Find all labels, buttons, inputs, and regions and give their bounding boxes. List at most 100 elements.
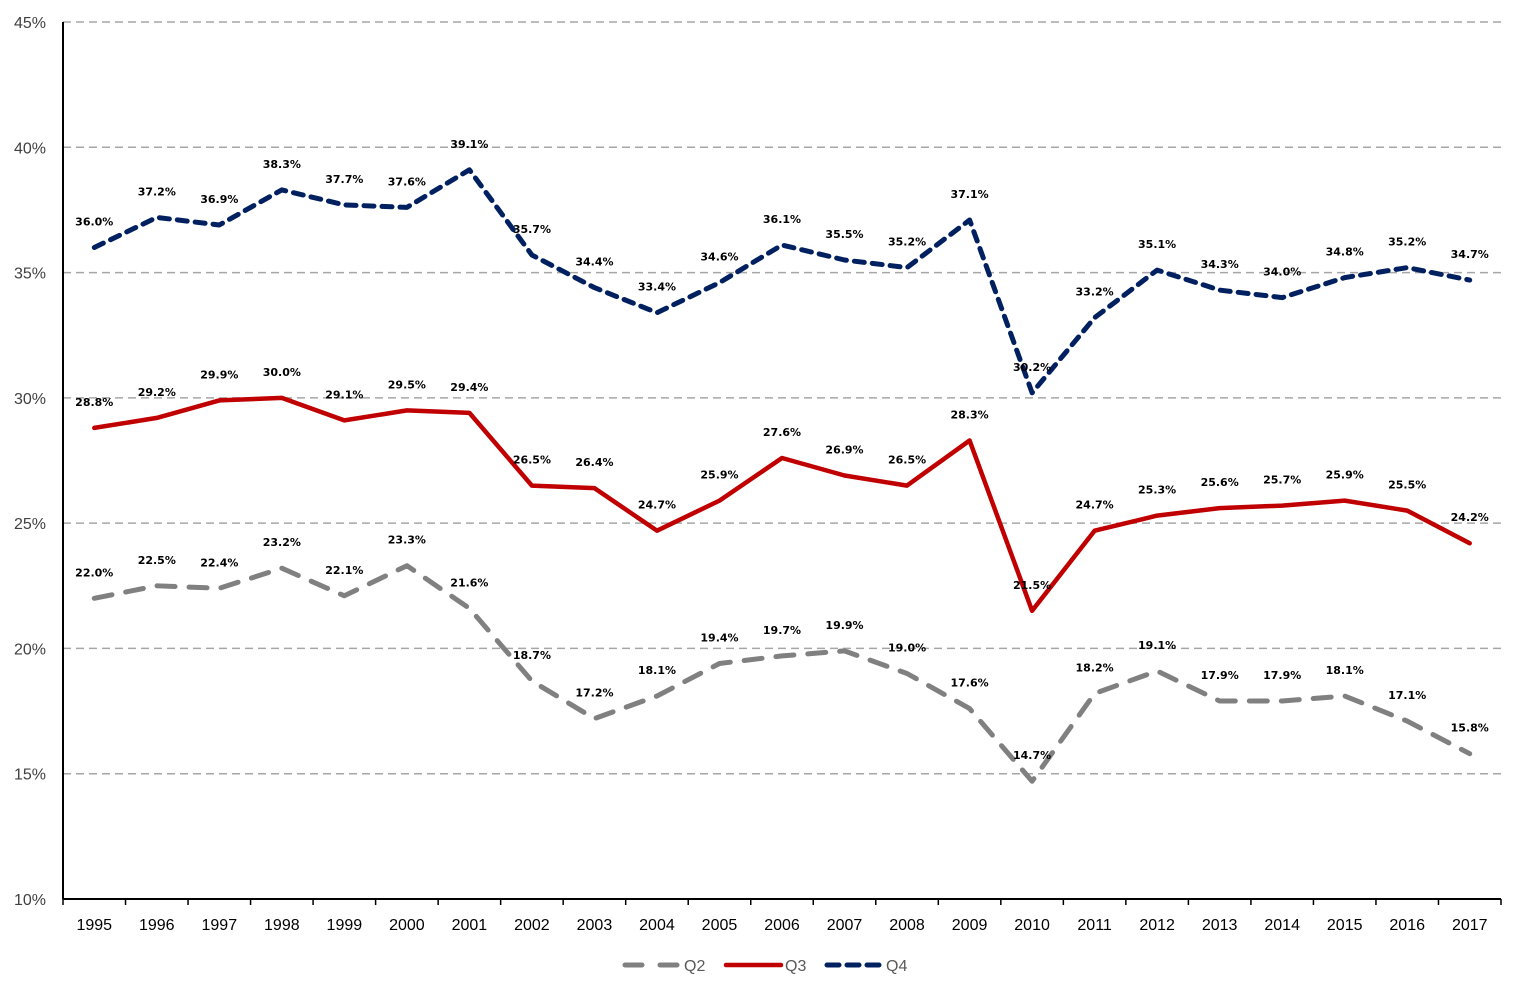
x-tick-label: 2015 bbox=[1327, 917, 1363, 934]
y-tick-label: 35% bbox=[14, 266, 46, 283]
y-tick-label: 10% bbox=[14, 892, 46, 909]
data-label-q3: 21.5% bbox=[1013, 579, 1051, 592]
data-label-q3: 28.8% bbox=[75, 396, 113, 409]
x-tick-label: 2016 bbox=[1389, 917, 1425, 934]
x-axis: 1995 1996 1997 1998 1999 2000 2001 2002 2003 2004… bbox=[62, 898, 1502, 934]
data-label-q4: 35.2% bbox=[888, 236, 926, 249]
y-axis: 10% 15% 20% 25% 30% 35% 40% 45% bbox=[14, 15, 64, 909]
x-tick-label: 2001 bbox=[452, 917, 488, 934]
data-label-q2: 19.1% bbox=[1138, 639, 1176, 652]
data-label-q4: 34.0% bbox=[1263, 266, 1301, 279]
data-label-q2: 15.8% bbox=[1451, 722, 1489, 735]
data-label-q3: 25.3% bbox=[1138, 484, 1176, 497]
x-tick-label: 2010 bbox=[1014, 917, 1050, 934]
data-label-q2: 17.9% bbox=[1263, 669, 1301, 682]
data-label-q4: 37.1% bbox=[950, 188, 988, 201]
x-tick-label: 2002 bbox=[514, 917, 550, 934]
x-tick-label: 1998 bbox=[264, 917, 300, 934]
x-tick-label: 2000 bbox=[389, 917, 425, 934]
data-label-q4: 34.6% bbox=[700, 251, 738, 264]
x-tick-label: 2017 bbox=[1452, 917, 1488, 934]
data-label-q2: 21.6% bbox=[450, 576, 488, 589]
series-lines bbox=[91, 167, 1473, 784]
data-label-q3: 25.7% bbox=[1263, 474, 1301, 487]
x-tick-label: 2012 bbox=[1139, 917, 1175, 934]
y-tick-label: 25% bbox=[14, 516, 46, 533]
y-tick-label: 45% bbox=[14, 15, 46, 32]
data-label-q3: 29.2% bbox=[138, 386, 176, 399]
data-label-q3: 24.7% bbox=[1076, 499, 1114, 512]
data-label-q3: 29.4% bbox=[450, 381, 488, 394]
data-label-q4: 37.6% bbox=[388, 175, 426, 188]
data-label-q3: 25.9% bbox=[700, 469, 738, 482]
data-label-q3: 30.0% bbox=[263, 366, 301, 379]
data-label-q2: 18.7% bbox=[513, 649, 551, 662]
y-tick-label: 20% bbox=[14, 641, 46, 658]
series-line-q2 bbox=[91, 563, 1473, 784]
data-label-q4: 34.4% bbox=[575, 256, 613, 269]
data-label-q4: 39.1% bbox=[450, 138, 488, 151]
data-label-q3: 28.3% bbox=[950, 408, 988, 421]
data-label-q2: 19.9% bbox=[825, 619, 863, 632]
x-tick-label: 2013 bbox=[1202, 917, 1238, 934]
data-label-q2: 19.7% bbox=[763, 624, 801, 637]
x-tick-label: 2003 bbox=[577, 917, 613, 934]
data-label-q3: 26.4% bbox=[575, 456, 613, 469]
data-label-q3: 24.7% bbox=[638, 499, 676, 512]
y-tick-label: 40% bbox=[14, 140, 46, 157]
series-line-q4 bbox=[91, 167, 1473, 396]
legend-item-q3: Q3 bbox=[723, 958, 806, 975]
x-tick-label: 1996 bbox=[139, 917, 175, 934]
data-label-q4: 37.7% bbox=[325, 173, 363, 186]
legend-item-q4: Q4 bbox=[824, 958, 907, 975]
data-label-q2: 17.1% bbox=[1388, 689, 1426, 702]
x-tick-label: 1997 bbox=[202, 917, 238, 934]
data-label-q4: 34.7% bbox=[1451, 248, 1489, 261]
legend-label-q4: Q4 bbox=[886, 958, 907, 975]
data-label-q4: 30.2% bbox=[1013, 361, 1051, 374]
data-label-q4: 36.0% bbox=[75, 216, 113, 229]
data-label-q2: 23.2% bbox=[263, 536, 301, 549]
data-label-q2: 17.6% bbox=[950, 677, 988, 690]
x-tick-label: 1999 bbox=[327, 917, 363, 934]
data-label-q4: 36.9% bbox=[200, 193, 238, 206]
data-label-q4: 35.5% bbox=[825, 228, 863, 241]
data-label-q2: 19.0% bbox=[888, 641, 926, 654]
x-tick-label: 1995 bbox=[76, 917, 112, 934]
data-label-q2: 22.4% bbox=[200, 556, 238, 569]
data-label-q4: 35.7% bbox=[513, 223, 551, 236]
data-label-q3: 26.5% bbox=[888, 454, 926, 467]
data-label-q3: 26.5% bbox=[513, 454, 551, 467]
data-label-q2: 19.4% bbox=[700, 631, 738, 644]
data-label-q3: 25.9% bbox=[1326, 469, 1364, 482]
series-line-q3 bbox=[92, 395, 1472, 614]
data-label-q2: 18.1% bbox=[1326, 664, 1364, 677]
data-label-q4: 33.2% bbox=[1076, 286, 1114, 299]
legend: Q2 Q3 Q4 bbox=[622, 958, 907, 975]
x-tick-label: 2011 bbox=[1077, 917, 1112, 934]
data-label-q3: 29.1% bbox=[325, 388, 363, 401]
data-label-q4: 35.1% bbox=[1138, 238, 1176, 251]
data-label-q4: 37.2% bbox=[138, 185, 176, 198]
data-label-q2: 17.9% bbox=[1201, 669, 1239, 682]
data-label-q3: 26.9% bbox=[825, 444, 863, 457]
gridlines bbox=[63, 21, 1501, 775]
data-label-q2: 22.0% bbox=[75, 566, 113, 579]
data-label-q4: 34.8% bbox=[1326, 246, 1364, 259]
legend-item-q2: Q2 bbox=[622, 958, 705, 975]
data-label-q3: 25.6% bbox=[1201, 476, 1239, 489]
data-label-q2: 17.2% bbox=[575, 687, 613, 700]
x-tick-label: 2009 bbox=[952, 917, 988, 934]
data-label-q3: 25.5% bbox=[1388, 479, 1426, 492]
data-label-q3: 24.2% bbox=[1451, 511, 1489, 524]
data-label-q2: 22.1% bbox=[325, 564, 363, 577]
data-label-q3: 27.6% bbox=[763, 426, 801, 439]
x-tick-label: 2007 bbox=[827, 917, 863, 934]
data-labels: 22.0% 22.5% 22.4% 23.2% 22.1% 23.3% 21.6% 18.7%… bbox=[75, 138, 1489, 762]
data-label-q2: 22.5% bbox=[138, 554, 176, 567]
data-label-q4: 33.4% bbox=[638, 281, 676, 294]
y-tick-label: 15% bbox=[14, 767, 46, 784]
data-label-q4: 38.3% bbox=[263, 158, 301, 171]
data-label-q3: 29.5% bbox=[388, 378, 426, 391]
